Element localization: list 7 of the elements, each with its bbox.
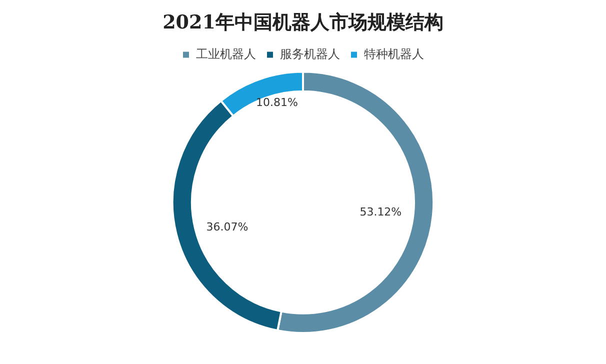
chart-title: 2021年中国机器人市场规模结构 xyxy=(162,11,444,34)
legend-label: 服务机器人 xyxy=(280,46,340,61)
legend-label: 工业机器人 xyxy=(196,46,256,61)
data-label: 10.81% xyxy=(256,96,298,110)
data-label: 53.12% xyxy=(360,206,402,219)
data-label: 36.07% xyxy=(206,220,248,234)
legend-label: 特种机器人 xyxy=(364,46,424,61)
